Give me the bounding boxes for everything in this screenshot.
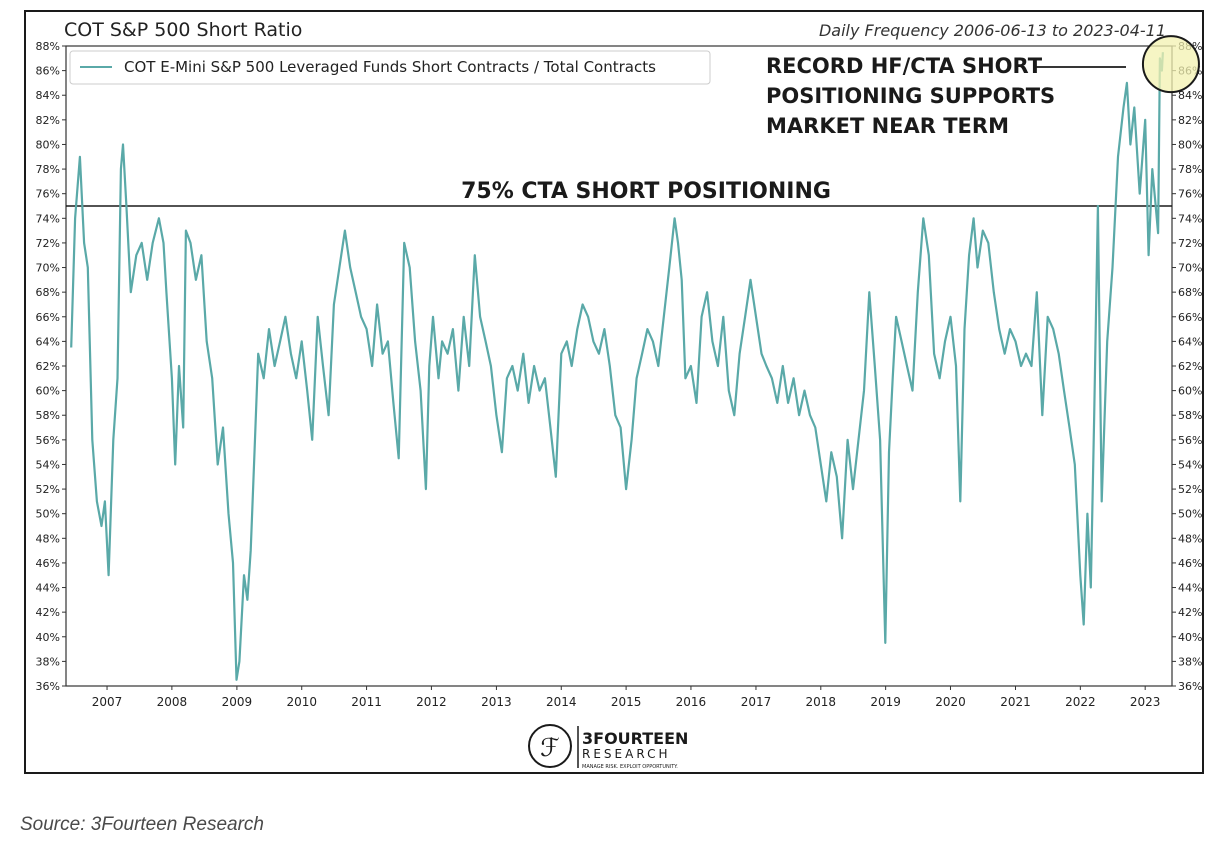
x-tick-label: 2016	[676, 695, 707, 709]
y-tick-label-right: 54%	[1178, 458, 1202, 471]
y-tick-label-right: 74%	[1178, 212, 1202, 225]
y-tick-label-left: 80%	[36, 138, 60, 151]
y-tick-label-left: 74%	[36, 212, 60, 225]
y-tick-label-right: 42%	[1178, 606, 1202, 619]
x-tick-label: 2007	[92, 695, 123, 709]
y-tick-label-left: 58%	[36, 409, 60, 422]
y-tick-label-right: 68%	[1178, 286, 1202, 299]
y-tick-label-right: 44%	[1178, 582, 1202, 595]
plot-border	[65, 45, 1173, 687]
legend-box	[69, 50, 711, 85]
y-tick-label-right: 62%	[1178, 360, 1202, 373]
x-tick-label: 2015	[611, 695, 642, 709]
x-tick-label: 2023	[1130, 695, 1161, 709]
y-tick-label-right: 36%	[1178, 680, 1202, 693]
x-tick-label: 2012	[416, 695, 447, 709]
y-tick-label-left: 68%	[36, 286, 60, 299]
y-tick-label-right: 38%	[1178, 655, 1202, 668]
annotation-text: RECORD HF/CTA SHORT POSITIONING SUPPORTS…	[766, 54, 1055, 138]
logo-mark-glyph: ℱ	[540, 733, 560, 762]
chart-svg: COT S&P 500 Short Ratio Daily Frequency …	[36, 19, 1203, 770]
series-layer	[70, 52, 1164, 681]
x-tick-label: 2017	[741, 695, 772, 709]
y-tick-label-right: 48%	[1178, 532, 1202, 545]
y-tick-label-left: 52%	[36, 483, 60, 496]
x-tick-label: 2009	[222, 695, 253, 709]
y-tick-label-right: 46%	[1178, 557, 1202, 570]
y-tick-label-left: 46%	[36, 557, 60, 570]
x-tick-label: 2014	[546, 695, 577, 709]
reference-line-label: 75% CTA SHORT POSITIONING	[461, 179, 831, 204]
y-tick-label-left: 44%	[36, 582, 60, 595]
y-tick-label-right: 64%	[1178, 335, 1202, 348]
logo-name: 3FOURTEEN	[582, 729, 688, 748]
y-tick-label-left: 50%	[36, 508, 60, 521]
legend: COT E-Mini S&P 500 Leveraged Funds Short…	[69, 50, 711, 85]
y-tick-label-right: 60%	[1178, 385, 1202, 398]
chart-subtitle: Daily Frequency 2006-06-13 to 2023-04-11	[819, 21, 1166, 40]
y-tick-label-left: 42%	[36, 606, 60, 619]
x-tick-label: 2010	[286, 695, 317, 709]
annotation-line-3: MARKET NEAR TERM	[766, 114, 1009, 138]
chart-title: COT S&P 500 Short Ratio	[64, 19, 302, 41]
y-tick-label-right: 78%	[1178, 163, 1202, 176]
y-tick-label-left: 78%	[36, 163, 60, 176]
y-tick-label-right: 56%	[1178, 434, 1202, 447]
x-tick-label: 2018	[806, 695, 837, 709]
x-tick-label: 2008	[157, 695, 188, 709]
y-tick-label-left: 86%	[36, 65, 60, 78]
x-tick-label: 2021	[1000, 695, 1031, 709]
legend-label: COT E-Mini S&P 500 Leveraged Funds Short…	[124, 58, 656, 76]
x-tick-label: 2019	[870, 695, 901, 709]
y-tick-label-left: 76%	[36, 188, 60, 201]
y-tick-label-right: 50%	[1178, 508, 1202, 521]
x-tick-label: 2013	[481, 695, 512, 709]
logo-tagline: MANAGE RISK. EXPLOIT OPPORTUNITY.	[582, 764, 678, 770]
logo-sub: RESEARCH	[582, 747, 670, 761]
logo: ℱ 3FOURTEEN RESEARCH MANAGE RISK. EXPLOI…	[528, 724, 688, 770]
logo-mark-icon	[528, 724, 572, 768]
y-tick-label-right: 58%	[1178, 409, 1202, 422]
y-tick-label-left: 40%	[36, 631, 60, 644]
y-tick-label-right: 80%	[1178, 138, 1202, 151]
y-tick-label-right: 72%	[1178, 237, 1202, 250]
y-tick-label-right: 52%	[1178, 483, 1202, 496]
y-tick-label-left: 64%	[36, 335, 60, 348]
y-tick-label-left: 48%	[36, 532, 60, 545]
plot-area: 36% 38% 40% 42% 44% 46% 48% 50% 52% 54% 56% 58% 60% 6…	[36, 35, 1202, 709]
y-tick-label-left: 88%	[36, 40, 60, 53]
x-tick-label: 2011	[351, 695, 382, 709]
y-tick-label-left: 84%	[36, 89, 60, 102]
y-tick-label-left: 72%	[36, 237, 60, 250]
x-tick-label: 2020	[935, 695, 966, 709]
x-axis: 2007 2008 2009 2010 2011 2012 2013 2014 2015 2016…	[92, 686, 1161, 709]
y-tick-label-left: 82%	[36, 114, 60, 127]
chart-frame: COT S&P 500 Short Ratio Daily Frequency …	[24, 10, 1204, 774]
y-tick-label-right: 40%	[1178, 631, 1202, 644]
x-tick-label: 2022	[1065, 695, 1096, 709]
source-caption: Source: 3Fourteen Research	[20, 814, 264, 835]
y-tick-label-left: 54%	[36, 458, 60, 471]
annotation-line-1: RECORD HF/CTA SHORT	[766, 54, 1043, 78]
y-tick-label-left: 66%	[36, 311, 60, 324]
y-tick-label-right: 76%	[1178, 188, 1202, 201]
y-tick-label-left: 56%	[36, 434, 60, 447]
y-tick-label-left: 38%	[36, 655, 60, 668]
y-tick-label-right: 82%	[1178, 114, 1202, 127]
y-tick-label-left: 70%	[36, 262, 60, 275]
y-axis-right: 36% 38% 40% 42% 44% 46% 48% 50% 52% 54% 56% 58% 60% 6…	[1172, 40, 1202, 693]
series-line	[70, 52, 1164, 681]
annotation-line-2: POSITIONING SUPPORTS	[766, 84, 1055, 108]
highlight-circle	[1141, 35, 1200, 94]
y-axis-left: 36% 38% 40% 42% 44% 46% 48% 50% 52% 54% 56% 58% 60% 6…	[36, 40, 66, 693]
y-tick-label-right: 70%	[1178, 262, 1202, 275]
y-tick-label-left: 62%	[36, 360, 60, 373]
y-tick-label-right: 84%	[1178, 89, 1202, 102]
y-tick-label-left: 60%	[36, 385, 60, 398]
y-tick-label-left: 36%	[36, 680, 60, 693]
y-tick-label-right: 66%	[1178, 311, 1202, 324]
